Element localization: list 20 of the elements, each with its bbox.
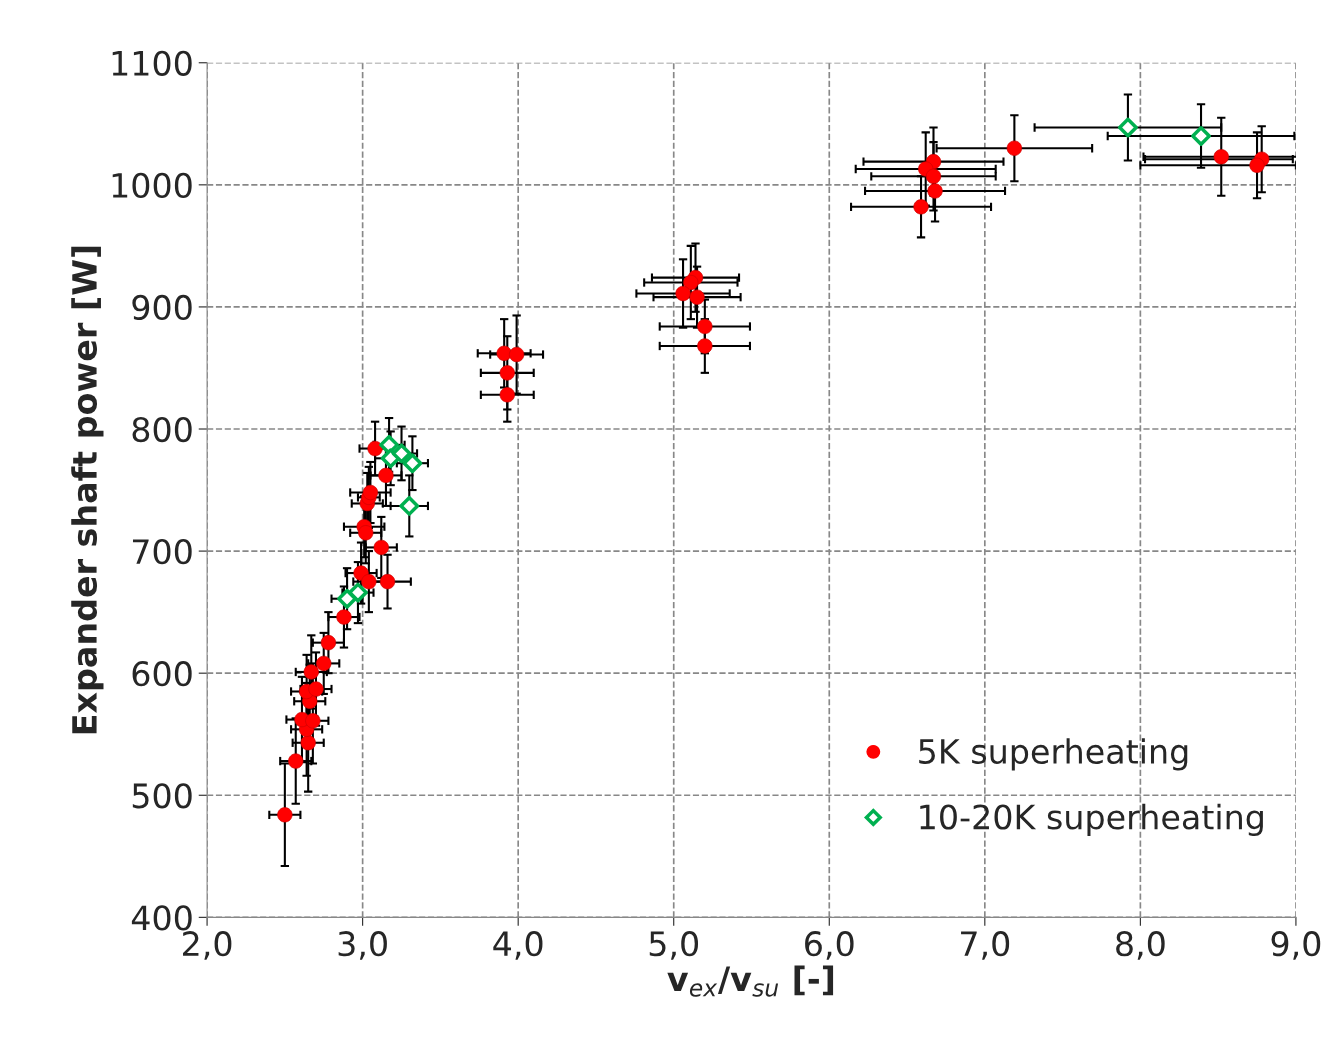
y-tick-label: 400: [131, 905, 192, 931]
y-tick-label: 1100: [112, 50, 192, 76]
x-tick-label: 3,0: [338, 931, 387, 960]
x-tick-label: 6,0: [805, 931, 854, 960]
x-tick-label: 7,0: [961, 931, 1010, 960]
y-tick-label: 800: [132, 416, 192, 443]
legend-label: 5K superheating: [919, 738, 1188, 771]
x-tick-label: 8,0: [1116, 931, 1165, 960]
y-tick-label: 600: [132, 661, 192, 687]
x-tick-label: 4,0: [493, 931, 543, 960]
x-axis-title: v$_{ex}$/v$_{su}$ [-]: [667, 965, 834, 997]
x-tick-label: 5,0: [649, 931, 699, 960]
y-tick-label: 1000: [112, 172, 192, 198]
y-tick-label: 900: [132, 294, 192, 321]
x-tick-label: 9,0: [1271, 931, 1321, 960]
y-tick-label: 700: [132, 539, 192, 565]
y-tick-label: 500: [132, 783, 192, 809]
x-tick-label: 2,0: [183, 931, 232, 960]
legend-label: 10-20K superheating: [920, 803, 1263, 837]
y-axis-title: Expander shaft power [W]: [71, 246, 104, 734]
